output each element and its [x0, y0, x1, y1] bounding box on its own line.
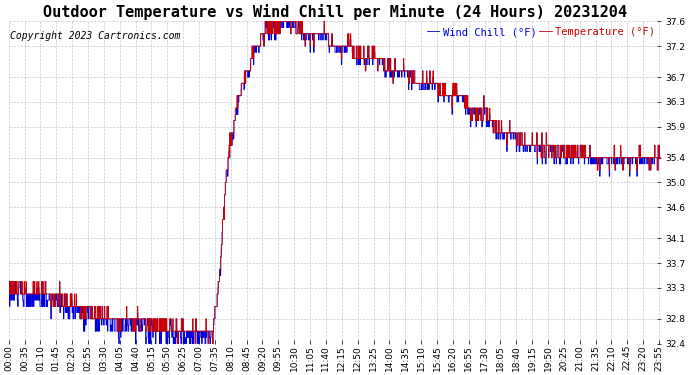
Wind Chill (°F)	[261, 19, 269, 24]
Temperature (°F)	[134, 316, 142, 321]
Temperature (°F)	[261, 19, 269, 24]
Line: Temperature (°F): Temperature (°F)	[9, 21, 661, 344]
Wind Chill (°F)	[134, 316, 142, 321]
Temperature (°F)	[174, 341, 182, 346]
Title: Outdoor Temperature vs Wind Chill per Minute (24 Hours) 20231204: Outdoor Temperature vs Wind Chill per Mi…	[43, 4, 627, 20]
Wind Chill (°F)	[522, 149, 531, 154]
Legend: Wind Chill (°F), Temperature (°F): Wind Chill (°F), Temperature (°F)	[423, 23, 659, 41]
Temperature (°F)	[522, 143, 531, 147]
Wind Chill (°F)	[150, 329, 158, 333]
Wind Chill (°F)	[437, 93, 446, 98]
Line: Wind Chill (°F): Wind Chill (°F)	[9, 21, 661, 344]
Temperature (°F)	[580, 155, 589, 160]
Temperature (°F)	[657, 155, 665, 160]
Temperature (°F)	[437, 93, 446, 98]
Wind Chill (°F)	[657, 155, 665, 160]
Temperature (°F)	[150, 316, 158, 321]
Wind Chill (°F)	[580, 162, 589, 166]
Temperature (°F)	[223, 168, 231, 172]
Text: Copyright 2023 Cartronics.com: Copyright 2023 Cartronics.com	[10, 31, 180, 41]
Wind Chill (°F)	[223, 168, 231, 172]
Wind Chill (°F)	[115, 341, 123, 346]
Wind Chill (°F)	[5, 292, 13, 296]
Temperature (°F)	[5, 279, 13, 284]
